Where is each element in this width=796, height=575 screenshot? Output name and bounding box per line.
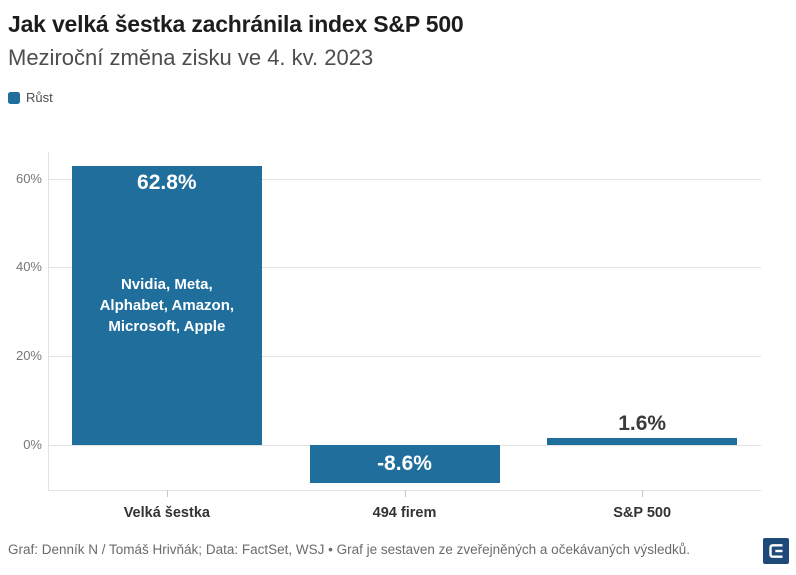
bar-value-label: -8.6% <box>377 451 432 475</box>
dennik-e-logo[interactable] <box>763 538 789 564</box>
gridline-60% <box>48 178 761 180</box>
y-axis-tick-label: 0% <box>23 436 42 452</box>
bar-value-label: 62.8% <box>137 171 197 195</box>
bar-Velká šestka <box>71 166 262 445</box>
x-axis-tick <box>166 490 168 497</box>
footer-credit: Graf: Denník N / Tomáš Hrivňák; Data: Fa… <box>8 542 691 557</box>
x-category-label: S&P 500 <box>613 505 672 521</box>
x-axis-tick <box>404 490 406 497</box>
legend-swatch-icon <box>8 91 20 104</box>
x-axis-tick <box>642 490 644 497</box>
gridline-40% <box>48 267 761 269</box>
legend: Růst <box>8 90 53 105</box>
x-category-label: Velká šestka <box>123 505 210 521</box>
y-axis-tick-label: 40% <box>15 259 42 275</box>
page-subtitle: Meziroční změna zisku ve 4. kv. 2023 <box>8 45 374 70</box>
bar-annotation-line: Microsoft, Apple <box>108 317 226 335</box>
bar-annotation-line: Nvidia, Meta, <box>120 275 213 293</box>
gridline-20% <box>48 356 761 358</box>
bar-annotation-line: Alphabet, Amazon, <box>99 296 235 314</box>
y-axis-tick-label: 60% <box>15 170 42 186</box>
bar-S&P 500 <box>547 437 738 445</box>
bar-value-label: 1.6% <box>618 411 667 435</box>
y-axis-line <box>48 152 49 490</box>
page-title: Jak velká šestka zachránila index S&P 50… <box>8 11 464 37</box>
y-axis-tick-label: 20% <box>15 348 42 364</box>
bar-annotation: Nvidia, Meta, Alphabet, Amazon, Microsoft,… <box>72 274 262 337</box>
x-category-label: 494 firem <box>372 505 437 521</box>
legend-label: Růst <box>26 90 53 105</box>
bar-494 firem <box>309 444 500 483</box>
